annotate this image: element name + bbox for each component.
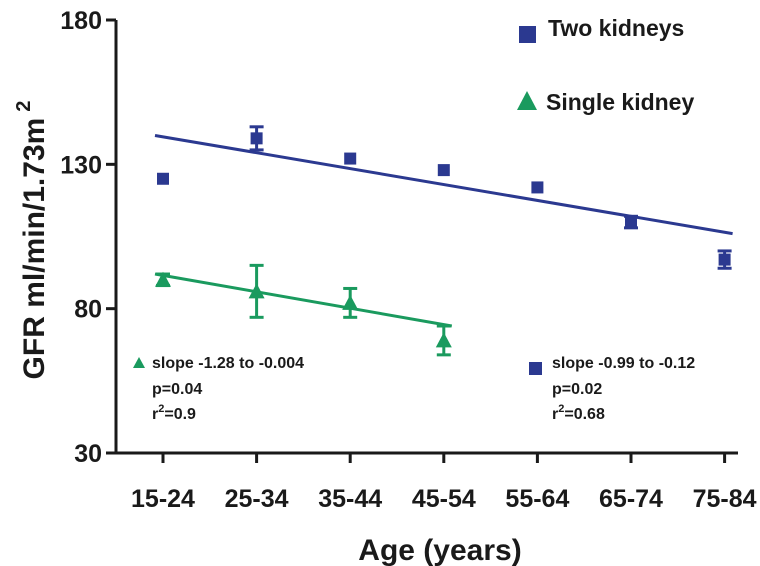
- data-point-two-kidneys: [437, 164, 450, 177]
- stats-marker-two-kidneys: [529, 362, 542, 375]
- trend-lines: [154, 133, 733, 328]
- trend-line-single-kidney: [154, 272, 453, 328]
- stats-slope-single-kidney: slope -1.28 to -0.004: [152, 355, 304, 372]
- y-tick-label: 80: [74, 296, 102, 324]
- y-tick-label: 180: [60, 7, 102, 35]
- trend-line-two-kidneys: [154, 133, 733, 236]
- stats-r2-two-kidneys: r2=0.68: [552, 403, 605, 423]
- legend-label-single-kidney: Single kidney: [546, 89, 694, 115]
- stats-p-single-kidney: p=0.04: [152, 381, 202, 398]
- y-tick-label: 30: [74, 440, 102, 468]
- data-point-single-kidney: [435, 332, 452, 348]
- data-point-two-kidneys: [157, 172, 169, 185]
- data-points: [155, 132, 731, 348]
- y-axis-title-superscript: 2: [13, 101, 35, 112]
- data-point-two-kidneys: [344, 152, 357, 165]
- y-axis-ticks: 30 80 130 180: [60, 7, 116, 468]
- data-point-two-kidneys: [250, 132, 263, 145]
- x-tick-label: 65-74: [599, 485, 663, 513]
- data-point-single-kidney: [155, 271, 171, 287]
- stats-r2-single-kidney: r2=0.9: [152, 403, 196, 423]
- error-bars: [156, 125, 732, 357]
- x-tick-label: 25-34: [225, 485, 289, 513]
- svg-text:GFR ml/min/1.73m2: GFR ml/min/1.73m 2: [13, 101, 51, 380]
- x-tick-label: 35-44: [318, 485, 382, 513]
- data-point-single-kidney: [342, 294, 359, 310]
- x-tick-label: 45-54: [412, 485, 476, 513]
- y-axis-title: GFR ml/min/1.73m 2: [13, 101, 51, 380]
- x-axis-title: Age (years): [358, 534, 521, 566]
- y-tick-label: 130: [60, 151, 102, 179]
- stats-single-kidney: slope -1.28 to -0.004 p=0.04 r2=0.9: [133, 355, 304, 423]
- x-tick-label: 15-24: [131, 485, 195, 513]
- stats-slope-two-kidneys: slope -0.99 to -0.12: [552, 355, 695, 372]
- legend-label-two-kidneys: Two kidneys: [548, 15, 684, 41]
- legend: Two kidneys Single kidney: [517, 15, 694, 115]
- x-tick-label: 55-64: [505, 485, 569, 513]
- stats-two-kidneys: slope -0.99 to -0.12 p=0.02 r2=0.68: [529, 355, 695, 423]
- y-axis-title-text: GFR ml/min/1.73m: [18, 118, 51, 380]
- axes: [114, 20, 738, 455]
- x-tick-label: 75-84: [693, 485, 757, 513]
- stats-p-two-kidneys: p=0.02: [552, 381, 602, 398]
- legend-marker-two-kidneys: [519, 26, 536, 43]
- stats-marker-single-kidney: [133, 357, 145, 368]
- data-point-single-kidney: [248, 283, 265, 299]
- data-point-two-kidneys: [625, 216, 637, 229]
- data-point-two-kidneys: [718, 253, 731, 266]
- x-axis-ticks: 15-24 25-34 35-44 45-54 55-64 65-74 75-84: [131, 453, 757, 513]
- legend-marker-single-kidney: [517, 91, 537, 110]
- data-point-two-kidneys: [531, 181, 544, 194]
